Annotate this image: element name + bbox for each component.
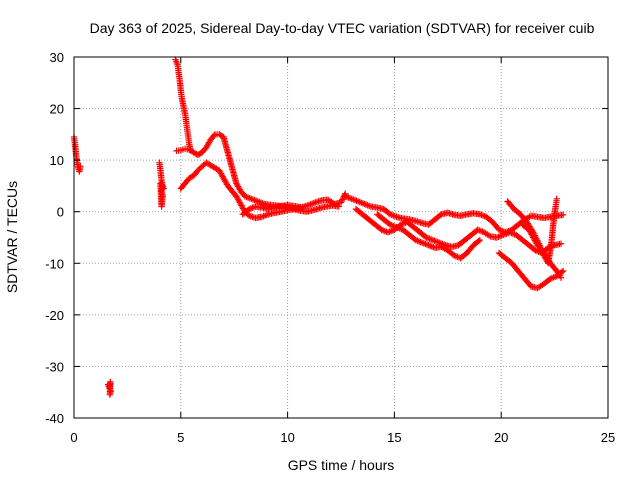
data-point — [160, 185, 167, 192]
x-axis-label: GPS time / hours — [288, 457, 395, 473]
x-tick-label: 20 — [494, 430, 508, 445]
data-point — [194, 167, 202, 174]
y-tick-labels: -40 -30 -20 -10 0 10 20 30 — [45, 50, 64, 426]
data-point — [559, 267, 567, 275]
y-tick-label: 10 — [50, 153, 64, 168]
series-segment-i — [352, 205, 565, 257]
series-segment-g — [239, 201, 304, 218]
x-tick-label: 10 — [280, 430, 294, 445]
data-point — [107, 387, 114, 395]
data-point-interp — [339, 196, 346, 203]
series-segment-d — [172, 56, 194, 154]
y-tick-label: 20 — [50, 102, 64, 117]
y-tick-label: -30 — [45, 359, 64, 374]
data-point — [476, 236, 484, 244]
data-point-interp — [554, 269, 562, 276]
data-point — [335, 203, 343, 210]
y-tick-label: -10 — [45, 256, 64, 271]
data-point-interp — [436, 212, 444, 219]
series-segment-k — [495, 249, 567, 292]
y-tick-label: -40 — [45, 411, 64, 426]
data-point — [557, 274, 565, 281]
data-point — [337, 199, 345, 206]
x-tick-label: 25 — [601, 430, 615, 445]
y-tick-label: 30 — [50, 50, 64, 65]
data-point — [553, 195, 560, 203]
series-segment-c — [156, 159, 167, 210]
data-point — [557, 240, 565, 247]
data-points — [70, 56, 567, 398]
series-segment-b — [104, 378, 114, 398]
x-tick-label: 5 — [177, 430, 184, 445]
y-tick-label: -20 — [45, 308, 64, 323]
data-point-interp — [338, 197, 345, 205]
x-tick-label: 15 — [387, 430, 401, 445]
x-tick-label: 0 — [70, 430, 77, 445]
data-point — [297, 203, 304, 211]
y-axis-label: SDTVAR / TECUs — [4, 181, 20, 293]
tick-layer — [73, 56, 609, 419]
x-tick-labels: 0 5 10 15 20 25 — [70, 430, 615, 445]
series-segment-j — [374, 211, 484, 262]
data-point — [77, 163, 84, 170]
data-point-interp — [196, 165, 203, 173]
data-point — [559, 211, 567, 219]
y-tick-label: 0 — [57, 205, 64, 220]
data-point-interp — [210, 132, 218, 139]
data-point-interp — [475, 237, 482, 245]
chart-title: Day 363 of 2025, Sidereal Day-to-day VTE… — [90, 20, 595, 36]
series-segment-m — [519, 221, 565, 281]
plot-frame — [73, 56, 609, 419]
